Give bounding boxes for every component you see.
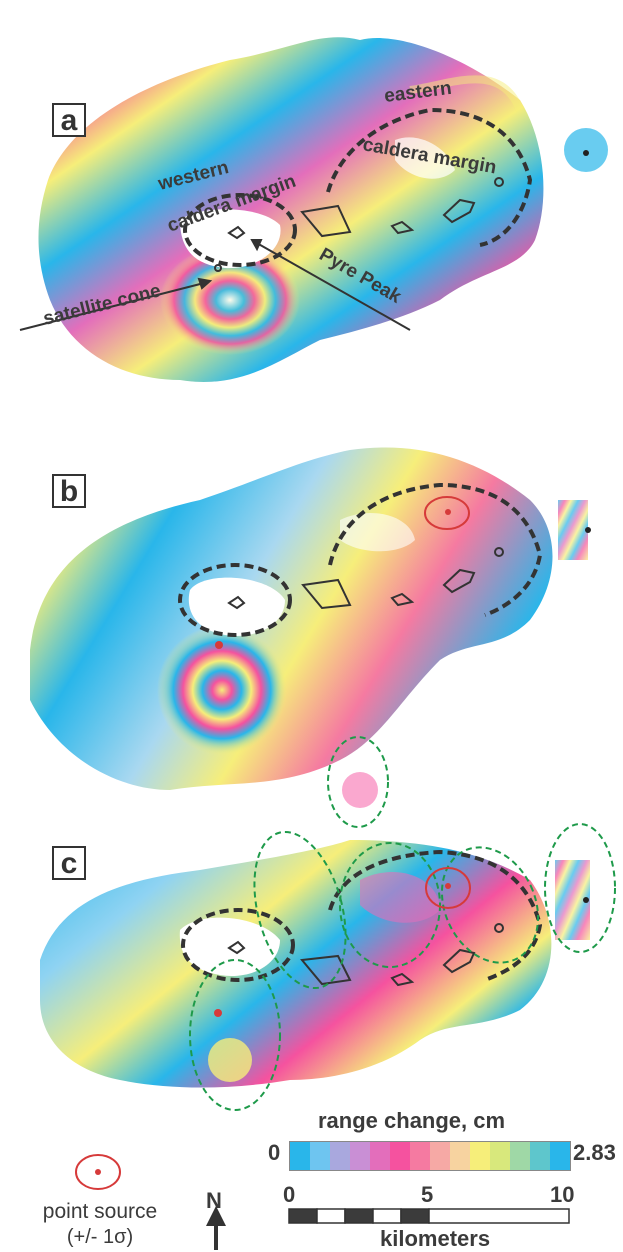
colorbar-swatch (370, 1142, 390, 1170)
panel-b-map (30, 447, 591, 790)
colorbar-swatch (470, 1142, 490, 1170)
panel-c-point-sources (214, 867, 471, 1017)
panel-c-uncertainty-ellipses (189, 736, 616, 1111)
point-source-symbol (75, 1154, 121, 1190)
colorbar-max-label: 2.83 (573, 1140, 616, 1165)
colorbar-swatch (410, 1142, 430, 1170)
panel-a-arrows (19, 239, 411, 331)
scale-label-5: 5 (421, 1182, 434, 1207)
colorbar-title: range change, cm (318, 1108, 506, 1133)
colorbar-swatch (530, 1142, 550, 1170)
north-label: N (206, 1188, 222, 1213)
panel-label-a: a (52, 103, 86, 137)
colorbar-swatch (490, 1142, 510, 1170)
colorbar-min-label: 0 (268, 1140, 281, 1165)
colorbar (289, 1141, 571, 1171)
panel-b-point-sources (215, 496, 470, 649)
scale-label-10: 10 (550, 1182, 575, 1207)
scale-label-0: 0 (283, 1182, 296, 1207)
point-source-label: point source (42, 1200, 158, 1223)
panel-c-map (40, 772, 590, 1088)
colorbar-swatch (290, 1142, 310, 1170)
point-source-dot (95, 1169, 101, 1175)
panel-c-outlines (181, 849, 543, 987)
colorbar-swatch (350, 1142, 370, 1170)
colorbar-swatch (450, 1142, 470, 1170)
colorbar-swatch (430, 1142, 450, 1170)
north-arrow-icon (206, 1206, 226, 1250)
panel-b-outlines (178, 482, 543, 637)
scale-bar (288, 1208, 570, 1224)
colorbar-swatch (390, 1142, 410, 1170)
point-source-uncertainty-label: (+/- 1σ) (66, 1226, 134, 1248)
panel-a-outlines (183, 107, 533, 272)
colorbar-swatch (510, 1142, 530, 1170)
colorbar-swatch (550, 1142, 570, 1170)
colorbar-swatch (330, 1142, 350, 1170)
scale-unit-label: kilometers (380, 1226, 491, 1251)
panel-a-map (38, 37, 608, 382)
colorbar-swatch (310, 1142, 330, 1170)
panel-label-c: c (52, 846, 86, 880)
panel-label-b: b (52, 474, 86, 508)
